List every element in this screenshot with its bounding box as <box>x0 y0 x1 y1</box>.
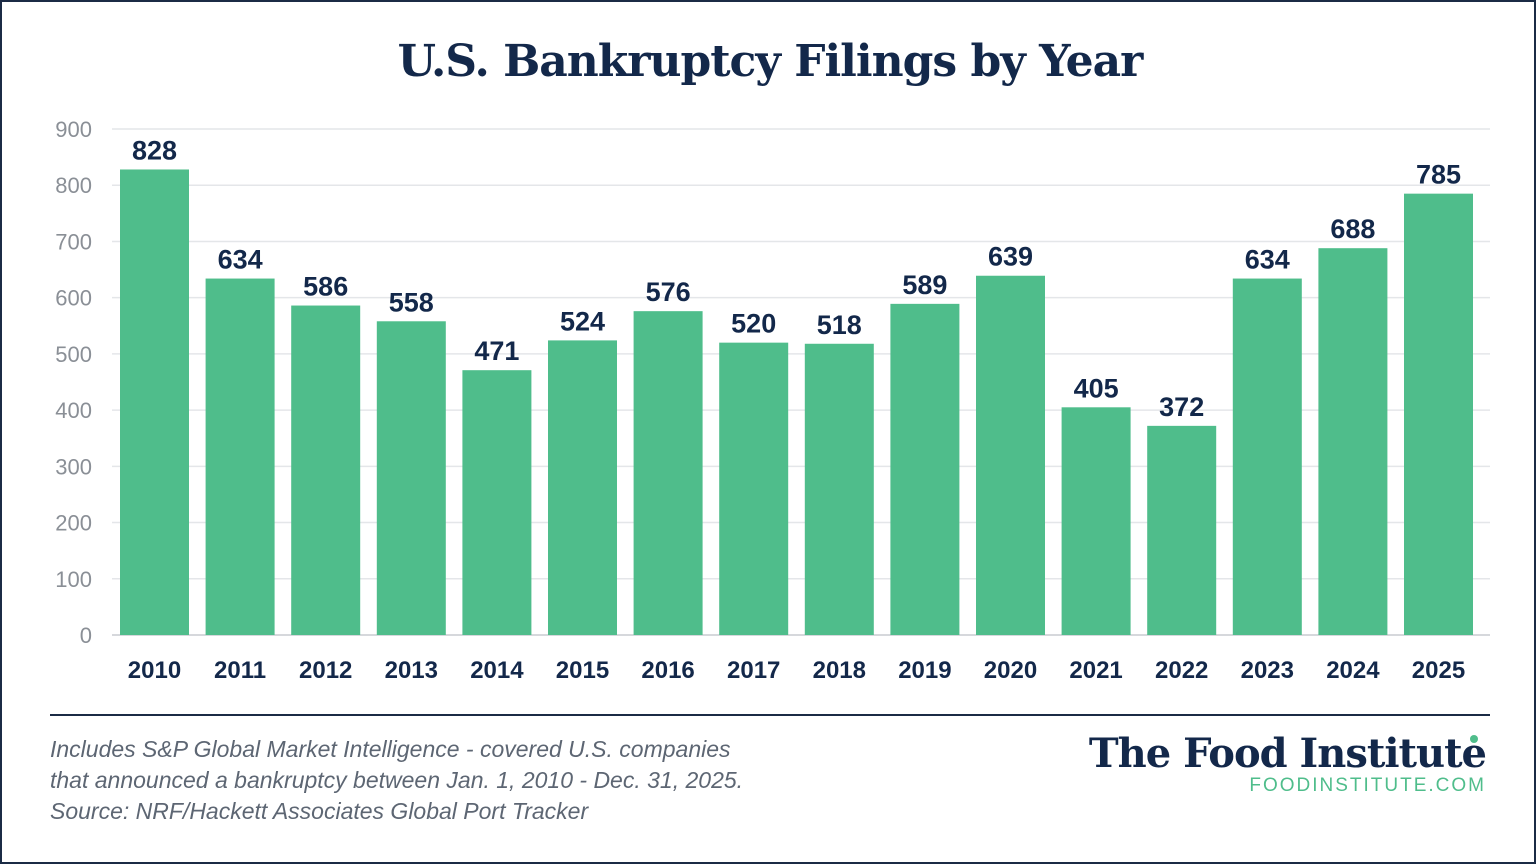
y-tick-label: 700 <box>55 229 92 254</box>
data-label: 688 <box>1330 214 1375 244</box>
y-tick-label: 900 <box>55 117 92 142</box>
y-tick-label: 600 <box>55 286 92 311</box>
x-tick-label: 2024 <box>1326 657 1380 684</box>
logo-url: FOODINSTITUTE.COM <box>1249 775 1486 796</box>
data-label: 634 <box>1245 245 1290 275</box>
y-tick-label: 800 <box>55 173 92 198</box>
x-tick-label: 2014 <box>470 657 524 684</box>
y-tick-label: 400 <box>55 398 92 423</box>
x-tick-label: 2016 <box>641 657 694 684</box>
brand-logo: The Food Institute FOODINSTITUTE.COM <box>1088 730 1487 797</box>
x-tick-label: 2010 <box>128 657 181 684</box>
x-tick-label: 2013 <box>385 657 438 684</box>
data-label: 372 <box>1159 392 1204 422</box>
x-tick-label: 2018 <box>813 657 866 684</box>
bar <box>1318 248 1388 636</box>
data-label: 518 <box>817 310 862 340</box>
y-tick-label: 100 <box>55 567 92 592</box>
data-label: 520 <box>731 309 776 339</box>
data-label: 589 <box>902 270 947 300</box>
bar <box>376 321 446 635</box>
bar <box>1061 407 1131 635</box>
bar <box>548 340 617 635</box>
x-tick-label: 2015 <box>556 657 609 684</box>
data-label: 634 <box>218 245 263 275</box>
bar <box>1232 278 1302 635</box>
x-tick-label: 2025 <box>1412 657 1465 684</box>
footer-divider <box>50 714 1490 716</box>
footnote-line-2: that announced a bankruptcy between Jan.… <box>50 767 744 793</box>
data-label: 639 <box>988 242 1033 272</box>
bar <box>120 169 189 636</box>
data-label: 524 <box>560 306 605 336</box>
bar <box>462 370 532 635</box>
y-tick-label: 300 <box>55 454 92 479</box>
logo-dot-icon <box>1470 735 1478 743</box>
bar <box>633 311 703 635</box>
bar <box>205 278 275 635</box>
bar <box>804 343 874 635</box>
bar <box>1147 425 1217 635</box>
data-label: 471 <box>474 336 519 366</box>
bar <box>291 305 361 635</box>
x-tick-label: 2012 <box>299 657 352 684</box>
x-tick-label: 2022 <box>1155 657 1208 684</box>
x-tick-label: 2020 <box>984 657 1037 684</box>
logo-name-text: The Food Institute <box>1088 730 1487 777</box>
data-label: 576 <box>646 277 691 307</box>
x-tick-label: 2011 <box>214 657 266 684</box>
bar-chart: 0 100 200 300 400 500 600 700 800 900 828 2010 634 20… <box>55 117 1490 684</box>
footnote: Includes S&P Global Market Intelligence … <box>50 734 950 827</box>
bar <box>890 303 960 635</box>
y-tick-label: 0 <box>80 623 92 648</box>
data-label: 586 <box>303 272 348 302</box>
bar <box>1404 193 1473 635</box>
data-label: 828 <box>132 135 177 165</box>
chart-title: U.S. Bankruptcy Filings by Year <box>397 36 1144 87</box>
logo-wordmark: The Food Institute <box>1088 730 1487 777</box>
footnote-line-1: Includes S&P Global Market Intelligence … <box>50 736 731 762</box>
data-label: 405 <box>1074 373 1119 403</box>
y-tick-label: 500 <box>55 342 92 367</box>
footnote-source: Source: NRF/Hackett Associates Global Po… <box>50 798 589 824</box>
y-tick-label: 200 <box>55 511 92 536</box>
bar <box>976 275 1045 635</box>
data-label: 558 <box>389 287 434 317</box>
bar <box>719 342 789 635</box>
data-label: 785 <box>1416 160 1461 190</box>
x-tick-label: 2023 <box>1241 657 1294 684</box>
x-tick-label: 2021 <box>1069 657 1122 684</box>
x-tick-label: 2017 <box>727 657 780 684</box>
x-tick-label: 2019 <box>898 657 951 684</box>
